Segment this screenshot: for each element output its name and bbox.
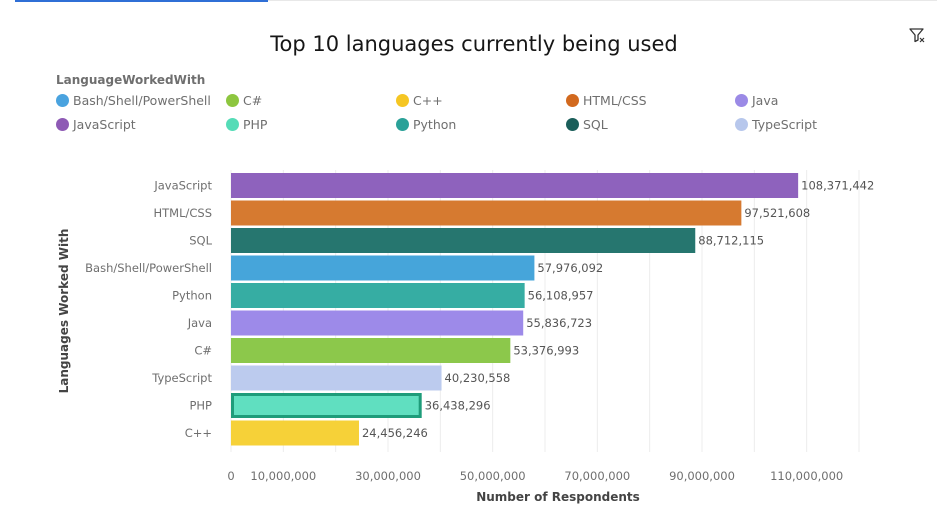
data-label: 97,521,608 [744, 206, 810, 220]
y-tick-label: C# [194, 344, 212, 358]
x-tick-label: 50,000,000 [460, 469, 526, 483]
legend-title: LanguageWorkedWith [56, 73, 206, 87]
data-label: 88,712,115 [698, 234, 764, 248]
active-tab-indicator [15, 0, 268, 2]
data-label: 108,371,442 [801, 179, 874, 193]
legend-label: Bash/Shell/PowerShell [73, 93, 211, 108]
bar-c-[interactable] [231, 420, 359, 446]
legend-swatch [226, 118, 239, 131]
legend-label: C++ [413, 93, 443, 108]
y-tick-label: PHP [189, 399, 212, 413]
legend-label: Python [413, 117, 457, 132]
x-tick-label: 90,000,000 [669, 469, 735, 483]
data-label: 40,230,558 [445, 371, 511, 385]
legend-swatch [735, 94, 748, 107]
y-tick-label: Java [187, 316, 212, 330]
legend-swatch [226, 94, 239, 107]
legend-swatch [56, 94, 69, 107]
y-tick-label: Bash/Shell/PowerShell [85, 261, 212, 275]
bar-sql[interactable] [231, 228, 696, 253]
filter-icon[interactable] [908, 26, 926, 44]
legend-item-c-[interactable]: C++ [396, 93, 443, 108]
y-tick-label: SQL [189, 234, 212, 248]
x-tick-label: 110,000,000 [770, 469, 843, 483]
legend-label: HTML/CSS [583, 93, 647, 108]
legend-swatch [735, 118, 748, 131]
legend-label: C# [243, 93, 263, 108]
x-tick-label: 10,000,000 [250, 469, 316, 483]
legend-swatch [566, 94, 579, 107]
bar-bash-shell-powershell[interactable] [231, 255, 535, 281]
legend-item-sql[interactable]: SQL [566, 117, 608, 132]
bar-java[interactable] [231, 310, 524, 336]
legend-label: PHP [243, 117, 268, 132]
data-label: 36,438,296 [425, 399, 491, 413]
data-label: 57,976,092 [537, 261, 603, 275]
legend-item-bash-shell-powershell[interactable]: Bash/Shell/PowerShell [56, 93, 211, 108]
chart-title: Top 10 languages currently being used [270, 32, 678, 56]
legend-label: Java [752, 93, 779, 108]
y-tick-label: JavaScript [153, 179, 212, 193]
legend-swatch [396, 94, 409, 107]
bar-python[interactable] [231, 283, 525, 308]
bar-html-css[interactable] [231, 200, 742, 226]
x-tick-label: 70,000,000 [564, 469, 630, 483]
data-label: 53,376,993 [513, 344, 579, 358]
legend-item-java[interactable]: Java [735, 93, 778, 108]
bar-typescript[interactable] [231, 365, 442, 391]
legend-label: TypeScript [752, 117, 817, 132]
bar-php[interactable] [231, 393, 422, 418]
y-tick-label: TypeScript [151, 371, 212, 385]
legend-label: SQL [583, 117, 608, 132]
legend-swatch [396, 118, 409, 131]
data-label: 24,456,246 [362, 426, 428, 440]
legend-item-python[interactable]: Python [396, 117, 456, 132]
x-tick-label: 0 [227, 469, 234, 483]
legend-swatch [566, 118, 579, 131]
y-tick-label: HTML/CSS [153, 206, 212, 220]
legend-swatch [56, 118, 69, 131]
x-tick-label: 30,000,000 [355, 469, 421, 483]
x-axis-title: Number of Respondents [476, 490, 640, 504]
y-tick-label: Python [172, 289, 212, 303]
bar-javascript[interactable] [231, 173, 799, 198]
legend-label: JavaScript [73, 117, 136, 132]
top-divider [268, 0, 937, 1]
y-axis-title: Languages Worked With [57, 229, 71, 394]
y-tick-label: C++ [185, 426, 212, 440]
legend-item-javascript[interactable]: JavaScript [56, 117, 136, 132]
data-label: 56,108,957 [528, 289, 594, 303]
legend-item-php[interactable]: PHP [226, 117, 267, 132]
legend-item-typescript[interactable]: TypeScript [735, 117, 817, 132]
legend-item-c-[interactable]: C# [226, 93, 262, 108]
data-label: 55,836,723 [526, 316, 592, 330]
bar-c-[interactable] [231, 338, 511, 363]
legend-item-html-css[interactable]: HTML/CSS [566, 93, 647, 108]
